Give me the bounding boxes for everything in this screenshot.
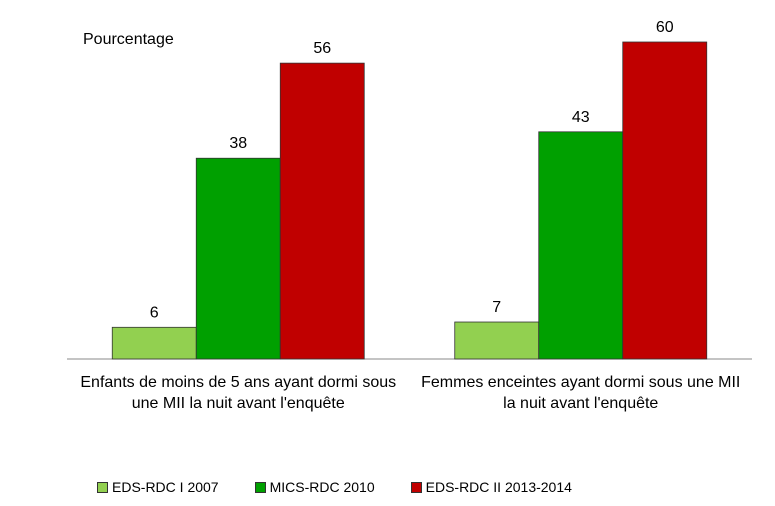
bar	[111, 326, 197, 360]
value-label: 38	[229, 135, 247, 152]
legend-item: EDS-RDC I 2007	[97, 479, 219, 495]
value-label: 56	[313, 40, 331, 57]
y-label: Pourcentage	[83, 31, 174, 48]
bar	[622, 41, 708, 360]
legend-label: EDS-RDC II 2013-2014	[425, 479, 572, 495]
legend-swatch	[254, 481, 266, 493]
value-label: 60	[656, 19, 674, 36]
bar	[279, 62, 365, 360]
x-tick-label: Enfants de moins de 5 ans ayant dormi so…	[80, 374, 397, 412]
legend-swatch	[97, 481, 108, 493]
value-label: 43	[572, 109, 590, 126]
x-tick-label: Femmes enceintes ayant dormi sous une MI…	[421, 374, 741, 412]
legend-label: EDS-RDC I 2007	[112, 479, 219, 495]
legend: EDS-RDC I 2007 MICS-RDC 2010 EDS-RDC II 20…	[97, 479, 608, 495]
legend-item: MICS-RDC 2010	[254, 479, 375, 495]
value-label: 6	[150, 304, 159, 321]
bar	[454, 321, 540, 360]
value-label: 7	[492, 299, 501, 316]
bar	[195, 157, 281, 360]
legend-item: EDS-RDC II 2013-2014	[410, 479, 572, 495]
legend-swatch	[410, 481, 422, 493]
bar	[538, 131, 624, 360]
legend-label: MICS-RDC 2010	[269, 479, 375, 495]
